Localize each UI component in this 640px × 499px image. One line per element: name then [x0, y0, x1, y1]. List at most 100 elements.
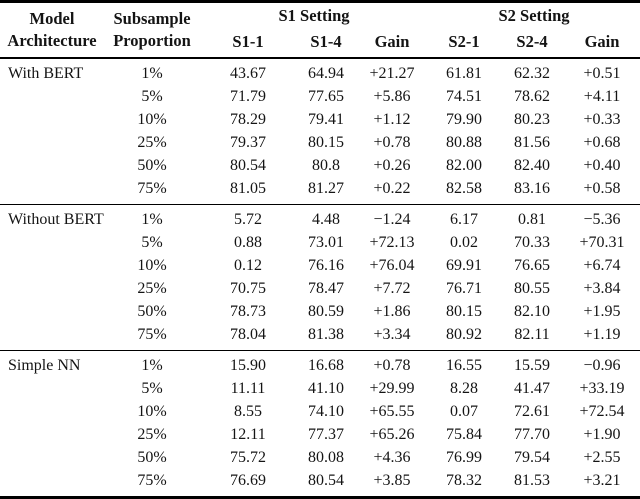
architecture-label — [0, 232, 104, 255]
value-cell: 0.88 — [234, 234, 262, 251]
value-cell: +0.68 — [583, 134, 621, 151]
value-cell: +76.04 — [369, 257, 415, 274]
proportion-cell: 10% — [137, 403, 167, 420]
value-cell: +3.21 — [583, 472, 621, 489]
architecture-label — [0, 378, 104, 401]
value-cell: +0.78 — [373, 134, 411, 151]
value-cell: 82.10 — [514, 303, 551, 320]
value-cell: +7.72 — [373, 280, 411, 297]
value-cell: 12.11 — [230, 426, 266, 443]
value-cell: 15.59 — [514, 357, 551, 374]
value-cell: 82.58 — [446, 180, 483, 197]
value-cell: −5.36 — [583, 211, 621, 228]
value-cell: 79.37 — [230, 134, 266, 151]
table-row: 5% 71.79 77.65 +5.86 74.51 78.62 +4.11 — [0, 86, 640, 109]
value-cell: 71.79 — [230, 88, 266, 105]
value-cell: +5.86 — [373, 88, 411, 105]
architecture-label — [0, 278, 104, 301]
value-cell: 80.55 — [514, 280, 551, 297]
value-cell: 81.53 — [514, 472, 551, 489]
proportion-cell: 1% — [141, 65, 163, 82]
value-cell: +1.95 — [583, 303, 621, 320]
header-model-architecture-line1: Model — [29, 9, 75, 28]
table-row: 5% 0.88 73.01 +72.13 0.02 70.33 +70.31 — [0, 232, 640, 255]
proportion-cell: 50% — [137, 303, 167, 320]
value-cell: +72.54 — [579, 403, 625, 420]
value-cell: 80.15 — [446, 303, 483, 320]
value-cell: +1.12 — [373, 111, 411, 128]
value-cell: 82.11 — [514, 326, 550, 343]
value-cell: +70.31 — [579, 234, 625, 251]
value-cell: +1.19 — [583, 326, 621, 343]
value-cell: 78.29 — [230, 111, 266, 128]
proportion-cell: 5% — [141, 380, 163, 397]
proportion-cell: 1% — [141, 357, 163, 374]
value-cell: 80.92 — [446, 326, 483, 343]
table-header: Model Architecture Subsample Proportion … — [0, 2, 640, 58]
value-cell: 0.81 — [518, 211, 547, 228]
value-cell: 73.01 — [308, 234, 344, 251]
value-cell: +65.26 — [369, 426, 415, 443]
value-cell: 78.32 — [446, 472, 483, 489]
value-cell: 72.61 — [514, 403, 551, 420]
header-model-architecture-line2: Architecture — [7, 31, 97, 50]
header-group-s1-setting: S1 Setting — [278, 6, 350, 25]
architecture-label — [0, 255, 104, 278]
value-cell: 80.08 — [308, 449, 344, 466]
value-cell: 78.47 — [308, 280, 344, 297]
proportion-cell: 75% — [137, 180, 167, 197]
value-cell: 78.04 — [230, 326, 266, 343]
value-cell: +1.90 — [583, 426, 621, 443]
header-s2-1: S2-1 — [448, 32, 480, 51]
table-row: Simple NN 1% 15.90 16.68 +0.78 16.55 15.… — [0, 351, 640, 378]
value-cell: 41.10 — [308, 380, 344, 397]
value-cell: 0.07 — [450, 403, 479, 420]
proportion-cell: 25% — [137, 280, 167, 297]
table-row: 50% 78.73 80.59 +1.86 80.15 82.10 +1.95 — [0, 301, 640, 324]
value-cell: +0.26 — [373, 157, 411, 174]
value-cell: +0.58 — [583, 180, 621, 197]
value-cell: +0.78 — [373, 357, 411, 374]
value-cell: +0.22 — [373, 180, 411, 197]
proportion-cell: 75% — [137, 326, 167, 343]
value-cell: 80.54 — [308, 472, 344, 489]
section-simple-nn: Simple NN 1% 15.90 16.68 +0.78 16.55 15.… — [0, 350, 640, 499]
value-cell: +3.84 — [583, 280, 621, 297]
value-cell: 80.59 — [308, 303, 344, 320]
value-cell: 16.55 — [446, 357, 483, 374]
proportion-cell: 10% — [137, 111, 167, 128]
proportion-cell: 5% — [141, 234, 163, 251]
table-row: 50% 80.54 80.8 +0.26 82.00 82.40 +0.40 — [0, 155, 640, 178]
value-cell: 81.05 — [230, 180, 266, 197]
table-row: 10% 0.12 76.16 +76.04 69.91 76.65 +6.74 — [0, 255, 640, 278]
table-row: 25% 79.37 80.15 +0.78 80.88 81.56 +0.68 — [0, 132, 640, 155]
architecture-label — [0, 447, 104, 470]
value-cell: +3.34 — [373, 326, 411, 343]
value-cell: 82.40 — [514, 157, 551, 174]
value-cell: 80.54 — [230, 157, 266, 174]
value-cell: +3.85 — [373, 472, 411, 489]
value-cell: 70.33 — [514, 234, 551, 251]
table-row: 5% 11.11 41.10 +29.99 8.28 41.47 +33.19 — [0, 378, 640, 401]
value-cell: 74.51 — [446, 88, 483, 105]
value-cell: +4.11 — [583, 88, 621, 105]
table-row: 75% 81.05 81.27 +0.22 82.58 83.16 +0.58 — [0, 178, 640, 205]
value-cell: 41.47 — [514, 380, 551, 397]
value-cell: 78.73 — [230, 303, 266, 320]
value-cell: 76.65 — [514, 257, 551, 274]
value-cell: +72.13 — [369, 234, 415, 251]
architecture-label — [0, 301, 104, 324]
value-cell: 80.23 — [514, 111, 551, 128]
value-cell: −1.24 — [373, 211, 411, 228]
value-cell: 79.41 — [308, 111, 344, 128]
header-row-subcolumns: S1-1 S1-4 Gain S2-1 S2-4 Gain — [0, 29, 640, 58]
proportion-cell: 50% — [137, 449, 167, 466]
table-row: 10% 78.29 79.41 +1.12 79.90 80.23 +0.33 — [0, 109, 640, 132]
value-cell: 61.81 — [446, 65, 483, 82]
table-row: 25% 70.75 78.47 +7.72 76.71 80.55 +3.84 — [0, 278, 640, 301]
architecture-label — [0, 424, 104, 447]
proportion-cell: 50% — [137, 157, 167, 174]
value-cell: 5.72 — [234, 211, 262, 228]
section-with-bert: With BERT 1% 43.67 64.94 +21.27 61.81 62… — [0, 58, 640, 205]
